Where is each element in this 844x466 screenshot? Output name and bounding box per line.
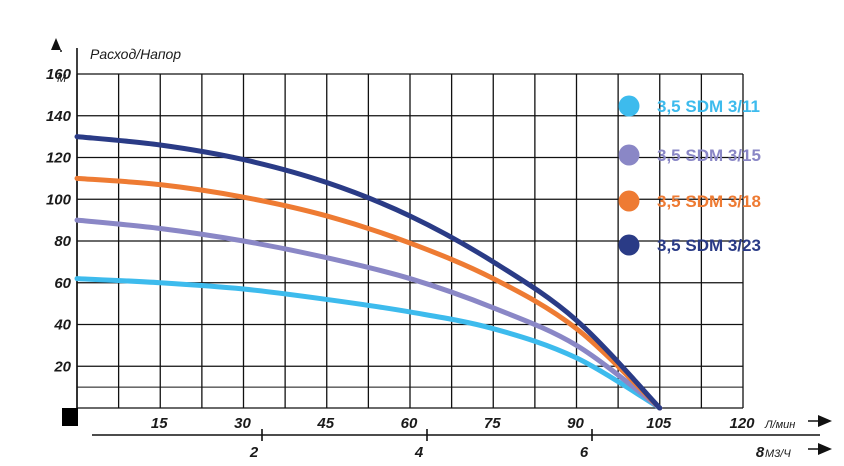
x-axis-arrow — [818, 415, 832, 427]
x2-tick-label: 2 — [249, 444, 259, 461]
y-tick-label: 100 — [46, 191, 72, 208]
legend-marker-3 — [618, 190, 640, 212]
origin-marker — [62, 408, 78, 426]
x-tick-label: 45 — [316, 415, 334, 432]
y-tick-label: 80 — [54, 233, 71, 250]
x2-axis-arrow — [818, 443, 832, 455]
legend-label-2: 3,5 SDM 3/15 — [657, 146, 761, 165]
x2-tick-label: 8 — [756, 444, 765, 461]
series-line-1 — [74, 276, 663, 411]
series-line-3 — [74, 175, 663, 411]
x-unit-label: Л/мин — [764, 419, 795, 431]
x-tick-label: 30 — [234, 415, 251, 432]
series-line-4 — [74, 134, 663, 411]
y-tick-label: 20 — [53, 358, 71, 375]
legend-label-1: 3,5 SDM 3/11 — [657, 97, 760, 116]
legend-label-3: 3,5 SDM 3/18 — [657, 192, 761, 211]
x2-tick-label: 6 — [580, 444, 589, 461]
legend-marker-1 — [618, 95, 640, 117]
y-tick-label: 120 — [46, 150, 72, 167]
y-tick-label: 160 — [46, 66, 72, 83]
x-tick-label: 75 — [484, 415, 501, 432]
y-tick-label: 40 — [53, 317, 71, 334]
x-tick-labels: 15 30 45 60 75 90 105 120 — [151, 415, 755, 432]
legend-label-4: 3,5 SDM 3/23 — [657, 236, 761, 255]
y-unit-label: М — [57, 73, 67, 85]
x-tick-label: 105 — [646, 415, 672, 432]
y-tick-label: 60 — [54, 275, 71, 292]
x2-tick-labels: 2 4 6 8 — [249, 444, 765, 461]
legend-marker-2 — [618, 144, 640, 166]
legend: 3,5 SDM 3/11 3,5 SDM 3/15 3,5 SDM 3/18 3,5 … — [618, 95, 761, 256]
x-tick-label: 15 — [151, 415, 168, 432]
x-tick-label: 60 — [401, 415, 418, 432]
y-axis-arrow — [51, 38, 61, 50]
series-curves — [74, 134, 663, 411]
x2-unit-label: М3/Ч — [765, 448, 791, 460]
axes — [51, 38, 832, 455]
series-line-2 — [74, 217, 663, 411]
y-tick-labels: 20 40 60 80 100 120 140 160 — [46, 66, 72, 375]
x2-tick-label: 4 — [414, 444, 424, 461]
x-tick-label: 120 — [729, 415, 755, 432]
y-axis-label: Расход/Напор — [90, 46, 181, 62]
y-tick-label: 140 — [46, 108, 72, 125]
x-tick-label: 90 — [567, 415, 584, 432]
legend-marker-4 — [618, 234, 640, 256]
